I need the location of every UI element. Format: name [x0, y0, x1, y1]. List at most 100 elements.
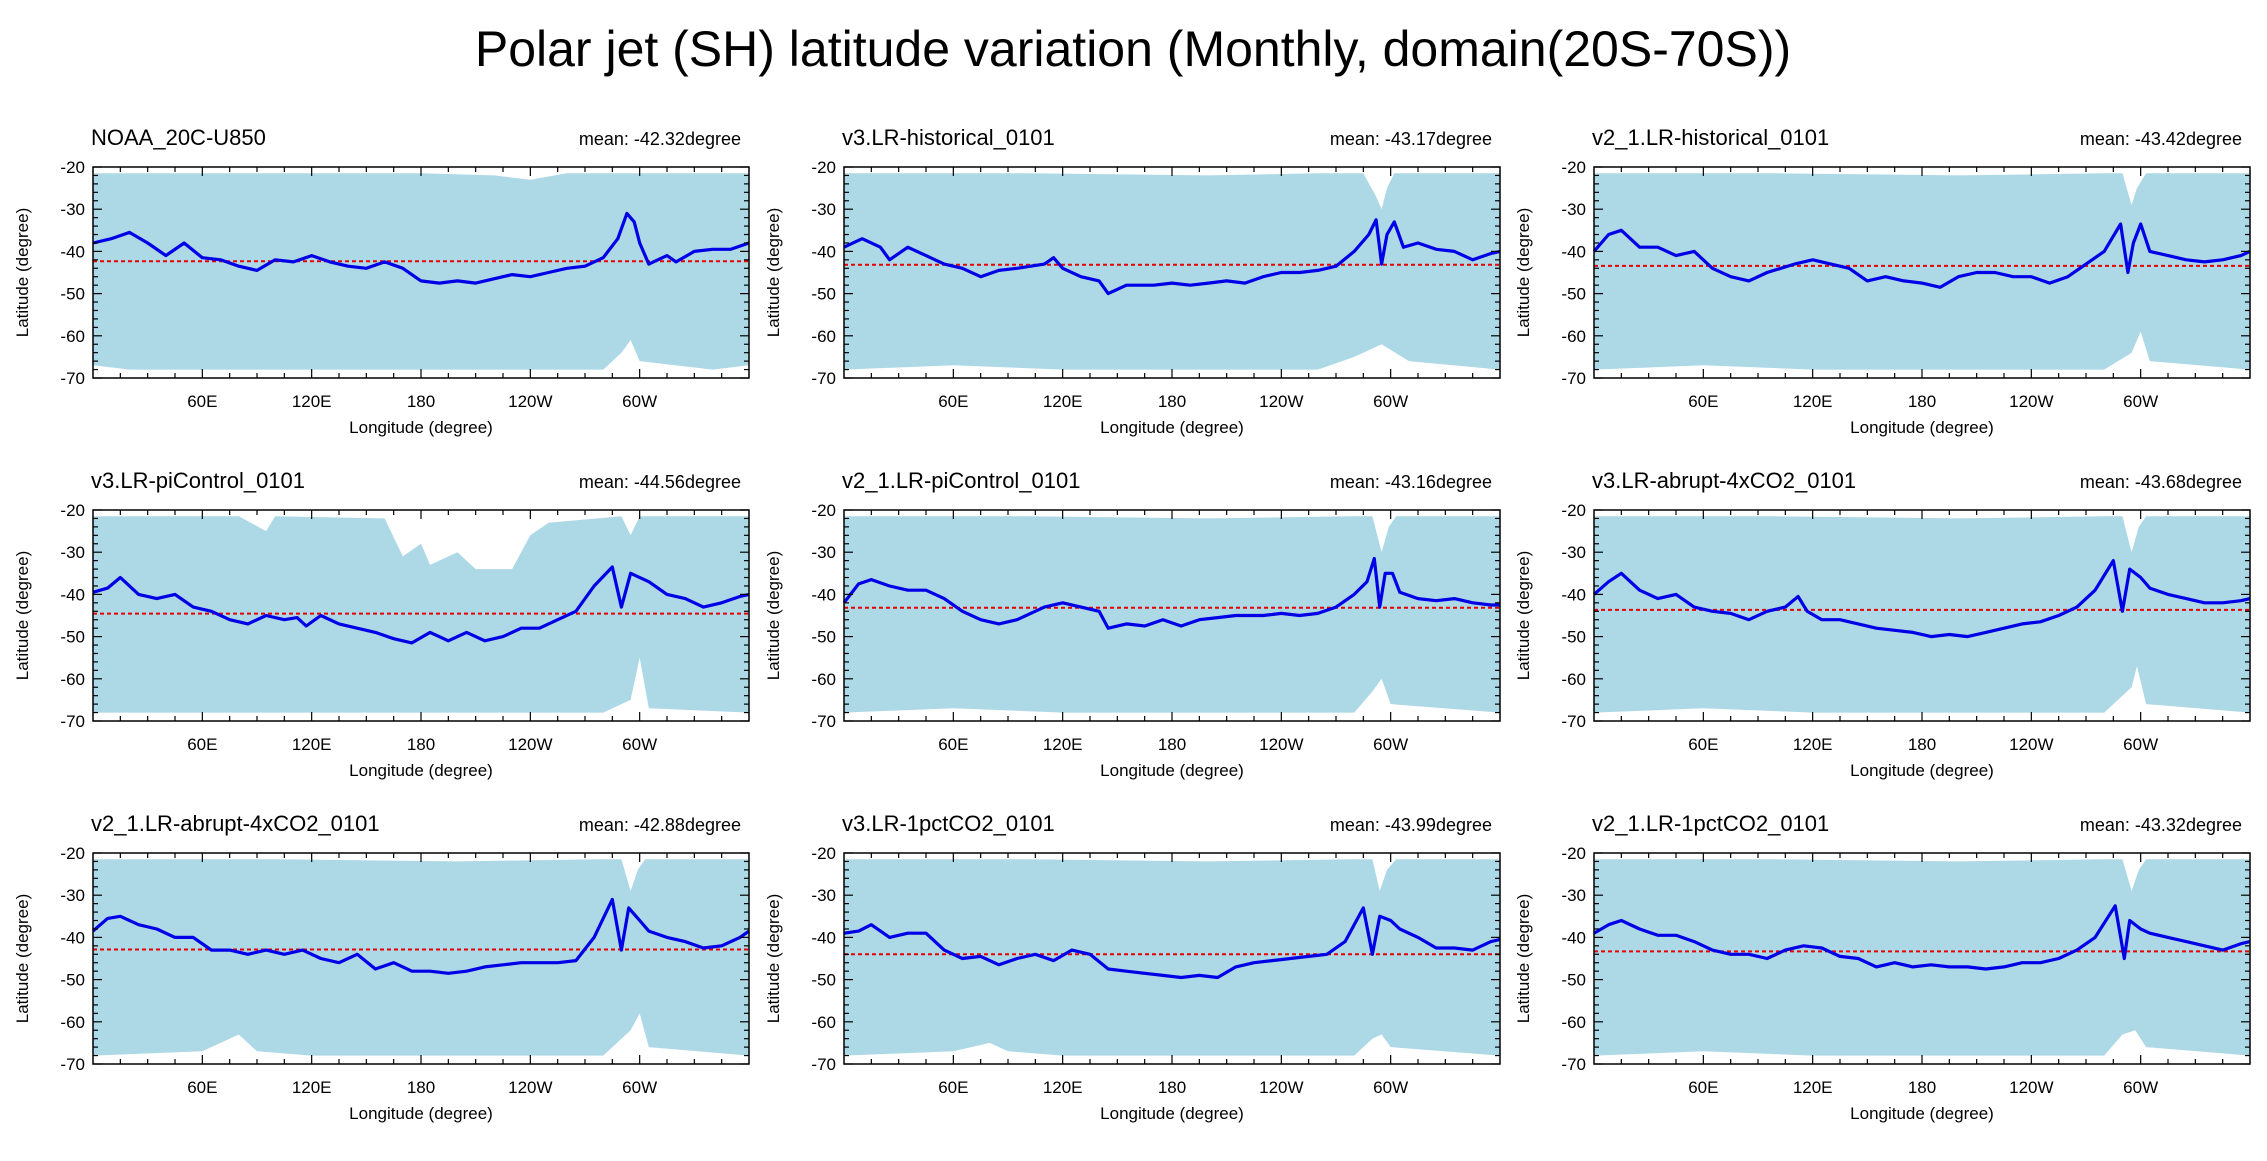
- y-tick-label: -30: [60, 200, 85, 219]
- x-tick-label: 180: [407, 392, 435, 411]
- panel-title: v3.LR-1pctCO2_0101: [842, 811, 1055, 836]
- y-tick-label: -30: [811, 200, 836, 219]
- mean-label: mean: -43.16degree: [1330, 472, 1492, 492]
- y-tick-label: -50: [1561, 628, 1586, 647]
- jet-latitude-line: [843, 906, 1501, 980]
- x-tick-label: 120W: [1259, 392, 1303, 411]
- y-tick-label: -40: [1561, 928, 1586, 947]
- jet-latitude-line: [1593, 904, 2251, 971]
- x-axis-label: Longitude (degree): [349, 761, 493, 780]
- x-tick-label: 120W: [1259, 1078, 1303, 1097]
- y-tick-label: -50: [811, 628, 836, 647]
- y-tick-label: -70: [60, 1055, 85, 1074]
- range-band: [1594, 516, 2250, 713]
- y-tick-label: -60: [1561, 327, 1586, 346]
- x-tick-label: 60E: [938, 1078, 968, 1097]
- range-band: [1594, 859, 2250, 1056]
- y-tick-label: -60: [811, 670, 836, 689]
- x-tick-label: 120E: [292, 1078, 332, 1097]
- x-axis-label: Longitude (degree): [1850, 761, 1994, 780]
- y-tick-label: -70: [1561, 1055, 1586, 1074]
- mean-label: mean: -44.56degree: [579, 472, 741, 492]
- y-tick-label: -30: [1561, 200, 1586, 219]
- jet-latitude-line: [843, 218, 1501, 296]
- y-tick-label: -70: [811, 369, 836, 388]
- x-tick-label: 60W: [622, 392, 657, 411]
- x-tick-label: 120E: [1043, 392, 1083, 411]
- x-tick-label: 120W: [508, 735, 552, 754]
- range-band: [844, 859, 1500, 1056]
- x-tick-label: 180: [1908, 392, 1936, 411]
- y-tick-label: -70: [811, 1055, 836, 1074]
- y-axis-label: Latitude (degree): [1514, 208, 1533, 337]
- y-tick-label: -40: [60, 585, 85, 604]
- x-tick-label: 120W: [508, 1078, 552, 1097]
- mean-label: mean: -43.32degree: [2080, 815, 2242, 835]
- y-tick-label: -50: [1561, 971, 1586, 990]
- jet-latitude-line: [1592, 222, 2251, 289]
- x-axis-label: Longitude (degree): [349, 418, 493, 437]
- mean-label: mean: -43.17degree: [1330, 129, 1492, 149]
- panel-6: 60E 120E 180 120W 60W -20 -30 -40 -50 -60 -70 v3.LR…: [1514, 468, 2251, 780]
- y-tick-label: -60: [1561, 1013, 1586, 1032]
- jet-latitude-line: [842, 556, 1500, 630]
- panel-3: 60E 120E 180 120W 60W -20 -30 -40 -50 -60 -70 v2_1.…: [1514, 125, 2251, 437]
- figure-title: Polar jet (SH) latitude variation (Month…: [475, 21, 1791, 77]
- y-tick-label: -20: [60, 158, 85, 177]
- mean-label: mean: -43.99degree: [1330, 815, 1492, 835]
- y-axis-label: Latitude (degree): [764, 894, 783, 1023]
- x-tick-label: 60E: [1688, 735, 1718, 754]
- y-tick-label: -20: [1561, 844, 1586, 863]
- y-tick-label: -30: [60, 543, 85, 562]
- x-tick-label: 60E: [187, 392, 217, 411]
- x-tick-label: 120E: [292, 735, 332, 754]
- x-axis-label: Longitude (degree): [1100, 761, 1244, 780]
- y-tick-label: -40: [811, 242, 836, 261]
- y-tick-label: -50: [811, 285, 836, 304]
- x-tick-label: 120W: [2009, 735, 2053, 754]
- y-tick-label: -50: [60, 285, 85, 304]
- jet-latitude-line: [1592, 559, 2251, 639]
- panel-title: v3.LR-piControl_0101: [91, 468, 305, 493]
- y-tick-label: -60: [811, 1013, 836, 1032]
- y-tick-label: -50: [60, 628, 85, 647]
- y-tick-label: -40: [1561, 242, 1586, 261]
- panel-title: NOAA_20C-U850: [91, 125, 266, 150]
- range-band: [93, 516, 749, 713]
- y-tick-label: -60: [1561, 670, 1586, 689]
- x-axis-label: Longitude (degree): [1100, 418, 1244, 437]
- panel-title: v2_1.LR-1pctCO2_0101: [1592, 811, 1829, 836]
- y-tick-label: -60: [60, 670, 85, 689]
- x-tick-label: 60W: [1373, 1078, 1408, 1097]
- y-tick-label: -50: [60, 971, 85, 990]
- y-tick-label: -70: [1561, 712, 1586, 731]
- panel-7: 60E 120E 180 120W 60W -20 -30 -40 -50 -60 -70 v2_1.…: [13, 811, 750, 1123]
- x-tick-label: 60W: [2123, 735, 2158, 754]
- y-tick-label: -30: [1561, 543, 1586, 562]
- jet-latitude-line: [91, 897, 750, 975]
- y-tick-label: -30: [1561, 886, 1586, 905]
- y-axis-label: Latitude (degree): [764, 551, 783, 680]
- x-tick-label: 180: [407, 1078, 435, 1097]
- x-tick-label: 180: [1158, 735, 1186, 754]
- y-tick-label: -20: [1561, 501, 1586, 520]
- x-axis-label: Longitude (degree): [349, 1104, 493, 1123]
- x-tick-label: 120W: [2009, 1078, 2053, 1097]
- x-tick-label: 120W: [1259, 735, 1303, 754]
- x-tick-label: 120E: [1043, 735, 1083, 754]
- panel-8: 60E 120E 180 120W 60W -20 -30 -40 -50 -60 -70 v3.LR…: [764, 811, 1501, 1123]
- y-tick-label: -20: [60, 844, 85, 863]
- x-axis-label: Longitude (degree): [1850, 1104, 1994, 1123]
- y-tick-label: -70: [811, 712, 836, 731]
- x-tick-label: 120E: [292, 392, 332, 411]
- y-tick-label: -40: [811, 585, 836, 604]
- x-tick-label: 60W: [2123, 392, 2158, 411]
- mean-label: mean: -43.42degree: [2080, 129, 2242, 149]
- y-tick-label: -30: [60, 886, 85, 905]
- y-tick-label: -40: [811, 928, 836, 947]
- panel-title: v2_1.LR-abrupt-4xCO2_0101: [91, 811, 380, 836]
- y-tick-label: -50: [1561, 285, 1586, 304]
- panel-5: 60E 120E 180 120W 60W -20 -30 -40 -50 -60 -70 v2_1.…: [764, 468, 1501, 780]
- jet-latitude-line: [92, 565, 750, 645]
- x-tick-label: 60W: [1373, 735, 1408, 754]
